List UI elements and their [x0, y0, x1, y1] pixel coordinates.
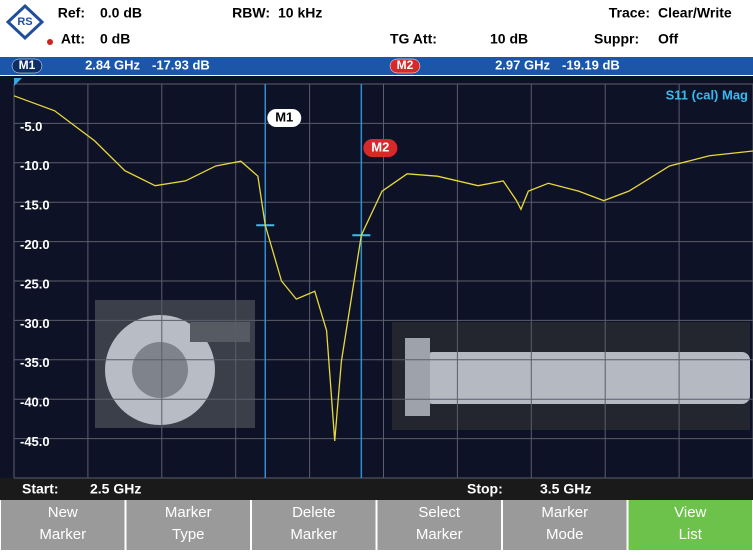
softkey-label: Marker — [416, 526, 463, 543]
att-value: 0 dB — [100, 31, 130, 47]
readout-badge — [389, 58, 421, 74]
softkey-label: Marker — [541, 504, 588, 521]
readout-badge — [11, 58, 43, 74]
y-tick-label: -30.0 — [20, 316, 50, 331]
y-tick-label: -10.0 — [20, 158, 50, 173]
marker-badge — [363, 139, 398, 157]
suppr-value: Off — [658, 31, 679, 47]
readout-name: M2 — [397, 58, 414, 72]
readout-level: -19.19 dB — [562, 57, 620, 72]
readout-frequency: 2.97 GHz — [495, 57, 550, 72]
stop-label: Stop: — [467, 481, 503, 497]
trace-value: Clear/Write — [658, 5, 732, 21]
footer — [0, 478, 753, 500]
y-tick-label: -25.0 — [20, 276, 50, 291]
y-tick-label: -45.0 — [20, 434, 50, 449]
marker-badge-label: M2 — [371, 139, 389, 154]
softkey[interactable] — [377, 500, 502, 550]
marker-badge — [267, 109, 302, 127]
y-tick-label: -20.0 — [20, 237, 50, 252]
photo-right — [392, 322, 750, 430]
softkey[interactable] — [503, 500, 627, 550]
header — [0, 0, 753, 56]
softkey-label: Marker — [165, 504, 212, 521]
softkey-label: Marker — [290, 526, 337, 543]
softkey-label: Mode — [546, 526, 584, 543]
y-tick-label: -35.0 — [20, 355, 50, 370]
softkey-label: Marker — [39, 526, 86, 543]
softkey[interactable] — [628, 500, 753, 550]
readout-name: M1 — [19, 58, 36, 72]
softkey-label: List — [679, 526, 703, 543]
logo: RS — [5, 3, 53, 45]
y-tick-label: -15.0 — [20, 198, 50, 213]
softkey[interactable] — [1, 500, 125, 550]
readout-frequency: 2.84 GHz — [85, 57, 140, 72]
suppr-label: Suppr: — [594, 31, 639, 47]
rbw-label: RBW: — [232, 5, 270, 21]
softkey-label: Type — [172, 526, 205, 543]
softkey[interactable] — [126, 500, 251, 550]
softkey-label: New — [48, 504, 78, 521]
att-label: Att: — [61, 31, 85, 47]
ref-label: Ref: — [58, 5, 85, 21]
start-value: 2.5 GHz — [90, 481, 141, 497]
marker-bar — [0, 57, 753, 75]
rbw-value: 10 kHz — [278, 5, 322, 21]
softkey-label: Select — [418, 504, 461, 521]
marker-badge-label: M1 — [275, 109, 293, 124]
photo-left — [95, 300, 255, 428]
readout-level: -17.93 dB — [152, 57, 210, 72]
y-tick-label: -40.0 — [20, 395, 50, 410]
y-tick-label: -5.0 — [20, 119, 42, 134]
trace-label: Trace: — [609, 5, 650, 21]
svg-text:RS: RS — [17, 16, 32, 28]
start-label: Start: — [22, 481, 59, 497]
trace — [13, 95, 753, 442]
softkey[interactable] — [252, 500, 376, 550]
stop-value: 3.5 GHz — [540, 481, 591, 497]
ref-value: 0.0 dB — [100, 5, 142, 21]
tg-att-label: TG Att: — [390, 31, 437, 47]
ref-indicator — [14, 78, 22, 86]
tg-att-value: 10 dB — [490, 31, 528, 47]
softkey-label: Delete — [292, 504, 335, 521]
softkey-label: View — [674, 504, 706, 521]
trace-name: S11 (cal) Mag — [666, 87, 748, 102]
